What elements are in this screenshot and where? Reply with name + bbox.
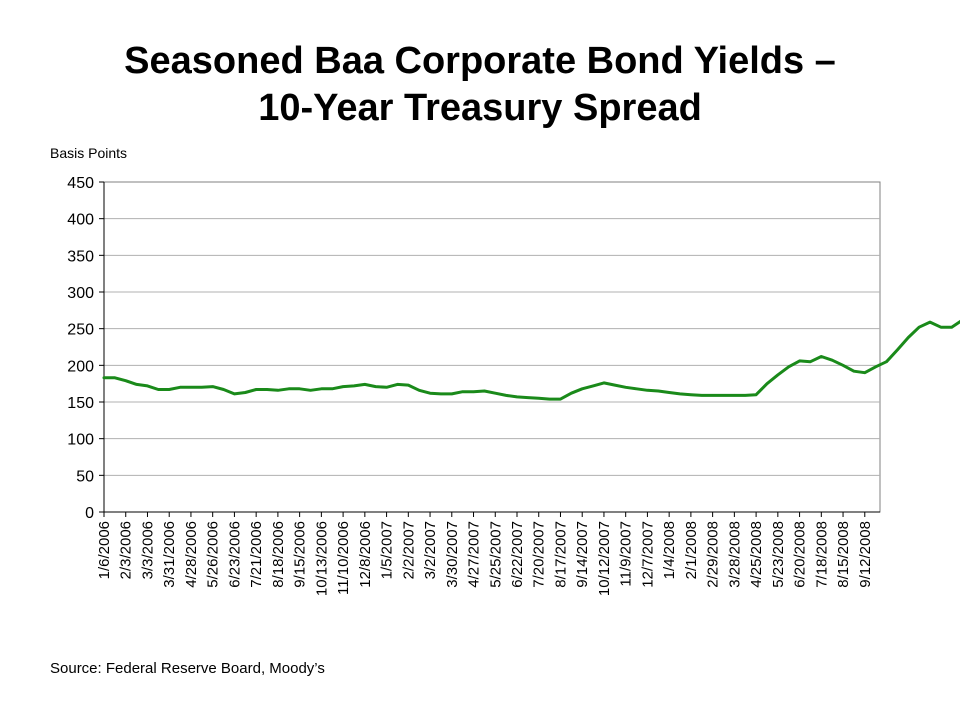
x-tick-label-14: 2/2/2007 [400, 521, 417, 579]
x-axis: 1/6/2006 2/3/2006 3/3/2006 3/31/2006 4/28/20… [96, 511, 880, 596]
plot-area-frame [103, 181, 881, 513]
x-tick-label-3: 3/31/2006 [161, 521, 178, 588]
y-tick-label-450: 450 [67, 175, 94, 192]
chart-title: Seasoned Baa Corporate Bond Yields – 10-… [0, 38, 960, 132]
x-tick-label-9: 9/15/2006 [292, 521, 309, 588]
x-tick-label-15: 3/2/2007 [422, 521, 439, 579]
x-tick-label-13: 1/5/2007 [379, 521, 396, 579]
x-tick-label-2: 3/3/2006 [139, 521, 156, 579]
x-tick-label-23: 10/12/2007 [596, 521, 613, 596]
y-tick-label-250: 250 [67, 322, 94, 339]
y-tick-label-400: 400 [67, 212, 94, 229]
x-tick-label-12: 12/8/2006 [357, 521, 374, 588]
y-tick-label-150: 150 [67, 395, 94, 412]
x-tick-label-21: 8/17/2007 [552, 521, 569, 588]
x-tick-label-28: 2/29/2008 [705, 521, 722, 588]
x-tick-label-0: 1/6/2006 [96, 521, 113, 579]
y-tick-label-300: 300 [67, 285, 94, 302]
x-tick-label-7: 7/21/2006 [248, 521, 265, 588]
source-note: Source: Federal Reserve Board, Moody’s [50, 660, 325, 677]
x-tick-label-26: 1/4/2008 [661, 521, 678, 579]
chart-title-line-1: Seasoned Baa Corporate Bond Yields – [124, 40, 836, 82]
x-tick-label-8: 8/18/2006 [270, 521, 287, 588]
x-tick-label-33: 7/18/2008 [813, 521, 830, 588]
y-tick-label-350: 350 [67, 248, 94, 265]
series-line-0 [102, 319, 960, 401]
y-axis: 0 50 100 150 200 250 300 350 400 450 [67, 175, 105, 522]
x-tick-label-11: 11/10/2006 [335, 521, 352, 595]
y-tick-label-0: 0 [85, 505, 94, 522]
x-tick-label-35: 9/12/2008 [857, 521, 874, 588]
x-tick-label-32: 6/20/2008 [792, 521, 809, 588]
y-tick-label-50: 50 [76, 468, 94, 485]
x-tick-label-25: 12/7/2007 [639, 521, 656, 588]
x-tick-label-34: 8/15/2008 [835, 521, 852, 588]
x-tick-label-5: 5/26/2006 [205, 521, 222, 588]
x-tick-label-1: 2/3/2006 [118, 521, 135, 579]
gridlines [104, 218, 880, 476]
chart-title-line-2: 10-Year Treasury Spread [258, 87, 702, 129]
x-tick-label-10: 10/13/2006 [313, 521, 330, 596]
x-tick-label-27: 2/1/2008 [683, 521, 700, 579]
y-tick-label-100: 100 [67, 432, 94, 449]
x-tick-label-24: 11/9/2007 [618, 521, 635, 587]
x-tick-label-30: 4/25/2008 [748, 521, 765, 588]
x-tick-label-4: 4/28/2006 [183, 521, 200, 588]
x-tick-label-18: 5/25/2007 [487, 521, 504, 588]
series-group [102, 319, 960, 401]
x-tick-label-17: 4/27/2007 [466, 521, 483, 588]
x-tick-label-6: 6/23/2006 [226, 521, 243, 588]
y-tick-label-200: 200 [67, 358, 94, 375]
x-tick-label-16: 3/30/2007 [444, 521, 461, 588]
x-tick-label-19: 6/22/2007 [509, 521, 526, 588]
x-tick-label-22: 9/14/2007 [574, 521, 591, 588]
x-tick-label-20: 7/20/2007 [531, 521, 548, 588]
x-tick-label-29: 3/28/2008 [726, 521, 743, 588]
x-tick-label-31: 5/23/2008 [770, 521, 787, 588]
y-axis-label: Basis Points [50, 145, 128, 161]
